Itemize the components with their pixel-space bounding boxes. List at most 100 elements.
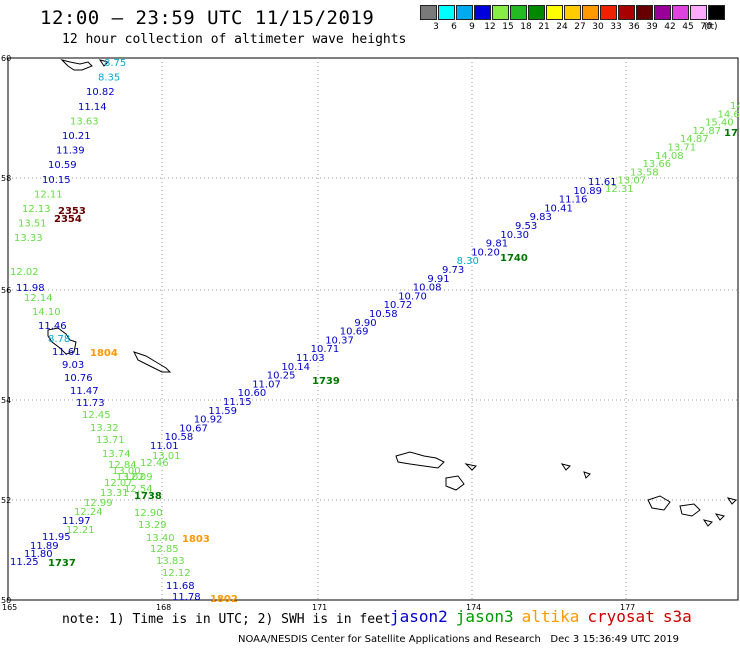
- swh-value: 12.21: [66, 525, 95, 536]
- legend-swatch: [636, 5, 653, 20]
- satellite-altika: altika: [521, 607, 580, 626]
- swh-value: 10.25: [267, 371, 296, 382]
- swh-value: 11.16: [559, 195, 588, 206]
- swh-value: 10.89: [573, 186, 602, 197]
- legend-swatch: [474, 5, 491, 20]
- legend-swatch: [672, 5, 689, 20]
- swh-value: 10.30: [500, 230, 529, 241]
- swh-value: 10.69: [340, 327, 369, 338]
- swh-value: 12.14: [24, 293, 53, 304]
- lon-label: 174: [466, 603, 481, 612]
- legend-swatch: [654, 5, 671, 20]
- legend-swatch: [546, 5, 563, 20]
- swh-value: 12.24: [74, 507, 103, 518]
- legend-label: 30: [592, 22, 604, 32]
- swh-value: 11.61: [588, 177, 617, 188]
- swh-value: 9.03: [62, 360, 84, 371]
- swh-value: 10.08: [413, 283, 442, 294]
- legend-swatch: [690, 5, 707, 20]
- swh-value: 14.08: [655, 151, 684, 162]
- swh-value: 11.46: [38, 321, 67, 332]
- swh-value: 12.31: [605, 184, 634, 195]
- track-time-1803: 1803: [182, 534, 210, 545]
- swh-value: 13.58: [630, 167, 659, 178]
- swh-value: 9.81: [486, 239, 508, 250]
- swh-value: 11.89: [30, 541, 59, 552]
- swh-value: 11.14: [78, 102, 107, 113]
- legend-label: 6: [451, 22, 457, 32]
- swh-value: 10.14: [281, 362, 310, 373]
- swh-value: 10.37: [325, 335, 354, 346]
- footer-timestamp: Dec 3 15:36:49 UTC 2019: [550, 634, 680, 645]
- track-time-1739: 1739: [312, 376, 340, 387]
- swh-value: 11.78: [172, 592, 201, 603]
- lon-label: 171: [312, 603, 327, 612]
- legend-label: 24: [556, 22, 568, 32]
- swh-value: 10.71: [311, 344, 340, 355]
- track-time-2354: 2354: [54, 214, 82, 225]
- satellite-jason3: jason3: [455, 607, 514, 626]
- swh-value: 9.90: [354, 318, 376, 329]
- lon-label: 177: [620, 603, 635, 612]
- swh-value: 10.21: [62, 131, 91, 142]
- lat-label: 54: [1, 396, 11, 405]
- swh-value: 8.35: [98, 73, 120, 84]
- swh-value: 11.61: [52, 347, 81, 358]
- legend-label: 45: [682, 22, 694, 32]
- swh-value: 12.84: [108, 460, 137, 471]
- lat-label: 52: [1, 496, 11, 505]
- swh-value: 11.47: [70, 386, 99, 397]
- swh-value: 11.25: [10, 557, 39, 568]
- swh-value: 11.39: [56, 146, 85, 157]
- swh-value: 12.12: [162, 568, 191, 579]
- swh-value: 14.10: [32, 307, 61, 318]
- legend-label: 15: [502, 22, 514, 32]
- map-frame: [7, 57, 739, 601]
- swh-value: 9.53: [515, 221, 537, 232]
- swh-value: 8.30: [457, 256, 479, 267]
- swh-value: 10.70: [398, 291, 427, 302]
- swh-value: 12.09: [124, 472, 153, 483]
- legend-label: 39: [646, 22, 658, 32]
- swh-value: 10.72: [384, 300, 413, 311]
- legend-label: 21: [538, 22, 550, 32]
- satellite-legend: jason2 jason3 altika cryosat s3a: [390, 607, 700, 626]
- swh-value: 12.45: [82, 410, 111, 421]
- swh-value: 13.83: [156, 556, 185, 567]
- swh-value: 13.71: [668, 143, 697, 154]
- track-time-1741: 17: [724, 128, 738, 139]
- swh-value: 13.07: [618, 176, 647, 187]
- lon-label: 168: [156, 603, 171, 612]
- legend-label: 18: [520, 22, 532, 32]
- legend-swatch: [438, 5, 455, 20]
- swh-value: 13.29: [138, 520, 167, 531]
- note-text: note: 1) Time is in UTC; 2) SWH is in fe…: [62, 612, 391, 627]
- swh-value: 13.33: [14, 233, 43, 244]
- track-time-1738: 1738: [134, 491, 162, 502]
- swh-value: 12.11: [34, 189, 63, 200]
- swh-value: 15.40: [705, 118, 734, 129]
- swh-value: 9.73: [442, 265, 464, 276]
- track-time-1804: 1804: [90, 348, 118, 359]
- page-subtitle: 12 hour collection of altimeter wave hei…: [62, 32, 407, 47]
- swh-value: 13.01: [152, 451, 181, 462]
- swh-value: 12.90: [134, 508, 163, 519]
- swh-value: 13.71: [96, 435, 125, 446]
- swh-value: 10.67: [179, 423, 208, 434]
- swh-value: 12.87: [693, 126, 722, 137]
- legend-label: 9: [469, 22, 475, 32]
- swh-value: 11.98: [16, 283, 45, 294]
- footer-org: NOAA/NESDIS Center for Satellite Applica…: [238, 634, 541, 645]
- legend-label: 70: [700, 22, 712, 32]
- swh-value: 11.15: [223, 397, 252, 408]
- page-title: 12:00 – 23:59 UTC 11/15/2019: [40, 7, 375, 29]
- legend-swatch: [492, 5, 509, 20]
- swh-value: 13.74: [102, 449, 131, 460]
- swh-value: 12.85: [150, 544, 179, 555]
- legend-label: 42: [664, 22, 676, 32]
- swh-value: 13.40: [146, 533, 175, 544]
- legend-swatch: [582, 5, 599, 20]
- track-time-1740: 1740: [500, 253, 528, 264]
